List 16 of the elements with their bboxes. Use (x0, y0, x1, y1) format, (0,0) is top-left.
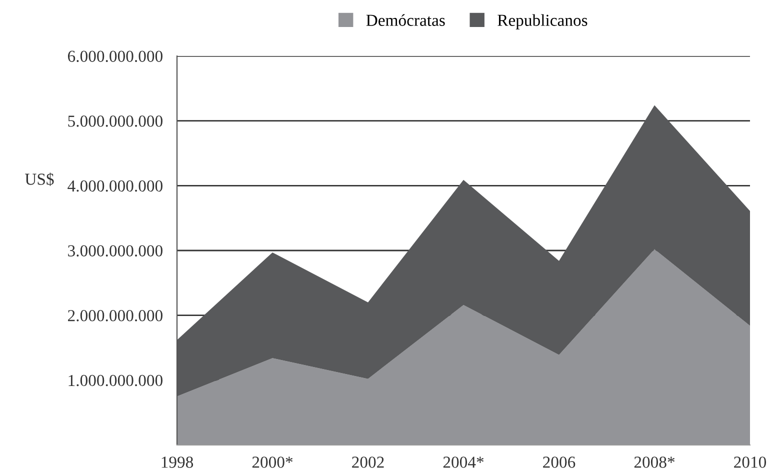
y-axis-title: US$ (25, 172, 54, 186)
y-tick-label: 4.000.000.000 (68, 180, 162, 192)
y-tick-label: 2.000.000.000 (68, 310, 162, 322)
x-tick-label: 2004* (443, 456, 484, 468)
x-tick-label: 2010 (734, 456, 766, 468)
x-tick-label: 2006 (543, 456, 576, 468)
y-tick-label: 6.000.000.000 (68, 50, 162, 62)
y-tick-label: 5.000.000.000 (68, 116, 162, 127)
x-tick-label: 2002 (352, 456, 384, 468)
y-tick-label: 3.000.000.000 (68, 245, 162, 257)
x-tick-label: 2008* (634, 456, 675, 468)
legend-label: Republicanos (498, 14, 588, 30)
legend-label: Demócratas (366, 14, 445, 26)
x-tick-label: 2000* (252, 456, 293, 468)
y-tick-label: 1.000.000.000 (68, 374, 162, 386)
x-tick-label: 1998 (162, 456, 194, 468)
